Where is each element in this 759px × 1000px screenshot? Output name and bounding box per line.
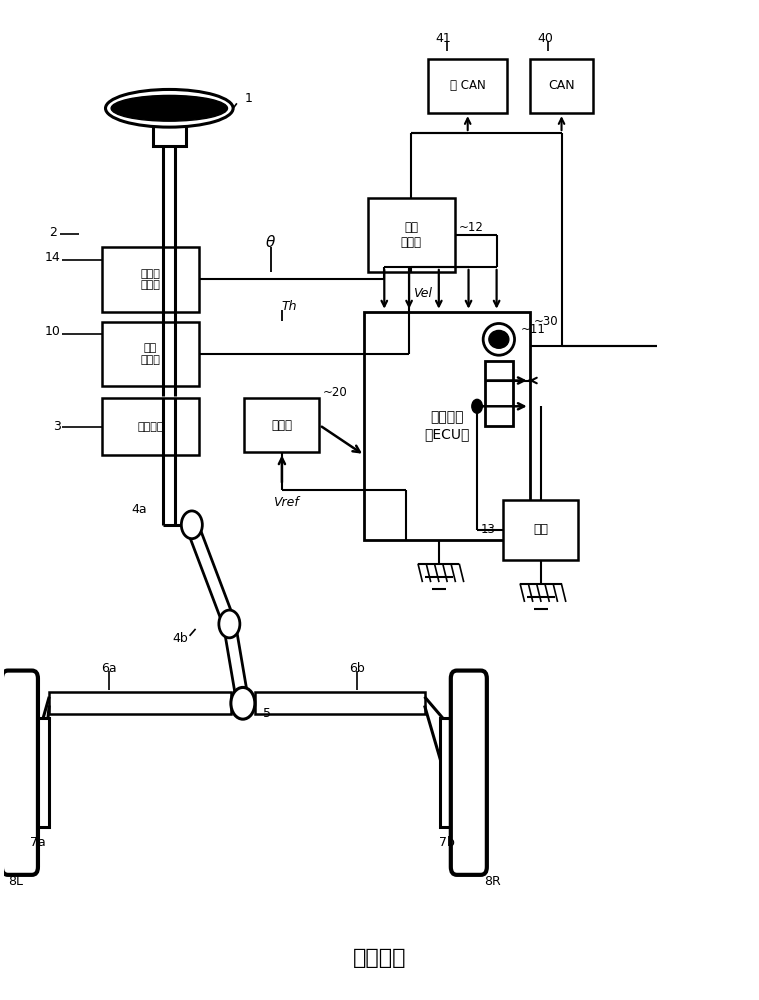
Text: 3: 3 — [52, 420, 61, 433]
Bar — [102, 322, 200, 386]
Text: 6b: 6b — [349, 662, 365, 675]
Bar — [428, 59, 507, 113]
Text: 5: 5 — [263, 707, 271, 720]
Bar — [530, 59, 594, 113]
Text: 41: 41 — [436, 32, 452, 45]
Text: θ: θ — [266, 235, 276, 250]
Text: 转向角
传感器: 转向角 传感器 — [140, 269, 160, 290]
Bar — [102, 398, 200, 455]
Text: ~12: ~12 — [458, 221, 483, 234]
Bar — [368, 198, 455, 272]
Ellipse shape — [106, 89, 233, 127]
Ellipse shape — [483, 323, 515, 355]
Text: 10: 10 — [45, 325, 61, 338]
Bar — [484, 361, 513, 426]
Text: Vref: Vref — [272, 496, 298, 509]
Bar — [153, 120, 186, 146]
Bar — [102, 247, 200, 312]
Text: 2: 2 — [49, 226, 57, 239]
Circle shape — [231, 687, 255, 719]
Text: 电池: 电池 — [534, 523, 549, 536]
Circle shape — [181, 511, 203, 539]
Ellipse shape — [489, 330, 509, 348]
Text: ~20: ~20 — [323, 386, 348, 399]
Text: Th: Th — [282, 300, 298, 313]
Text: 13: 13 — [481, 523, 496, 536]
Text: 车速
传感器: 车速 传感器 — [401, 221, 422, 249]
Bar — [364, 312, 530, 540]
Text: 8R: 8R — [484, 875, 502, 888]
Text: 40: 40 — [537, 32, 553, 45]
Bar — [503, 500, 578, 560]
FancyBboxPatch shape — [2, 671, 38, 875]
Text: 1: 1 — [244, 92, 252, 105]
Text: 现有技术: 现有技术 — [353, 948, 406, 968]
Text: 电动机: 电动机 — [272, 419, 292, 432]
Circle shape — [472, 399, 482, 413]
Text: 8L: 8L — [8, 875, 23, 888]
Text: 扭矩
传感器: 扭矩 传感器 — [140, 343, 160, 365]
Text: CAN: CAN — [548, 79, 575, 92]
Bar — [34, 718, 49, 827]
Text: 减速齿轮: 减速齿轮 — [137, 422, 164, 432]
Text: Vel: Vel — [414, 287, 433, 300]
Text: 6a: 6a — [102, 662, 117, 675]
Text: ~30: ~30 — [534, 315, 558, 328]
Text: 7a: 7a — [30, 836, 46, 849]
Bar — [439, 718, 455, 827]
FancyBboxPatch shape — [451, 671, 487, 875]
Text: 控制单元
（ECU）: 控制单元 （ECU） — [424, 411, 470, 441]
Text: 4a: 4a — [131, 503, 146, 516]
Ellipse shape — [111, 95, 228, 121]
Circle shape — [219, 610, 240, 638]
Text: 非 CAN: 非 CAN — [450, 79, 486, 92]
Text: 7b: 7b — [439, 836, 455, 849]
Bar — [255, 692, 424, 714]
Bar — [244, 398, 320, 452]
Text: 4b: 4b — [172, 632, 188, 645]
Bar — [49, 692, 231, 714]
Text: 14: 14 — [45, 251, 61, 264]
Text: ~11: ~11 — [521, 323, 546, 336]
